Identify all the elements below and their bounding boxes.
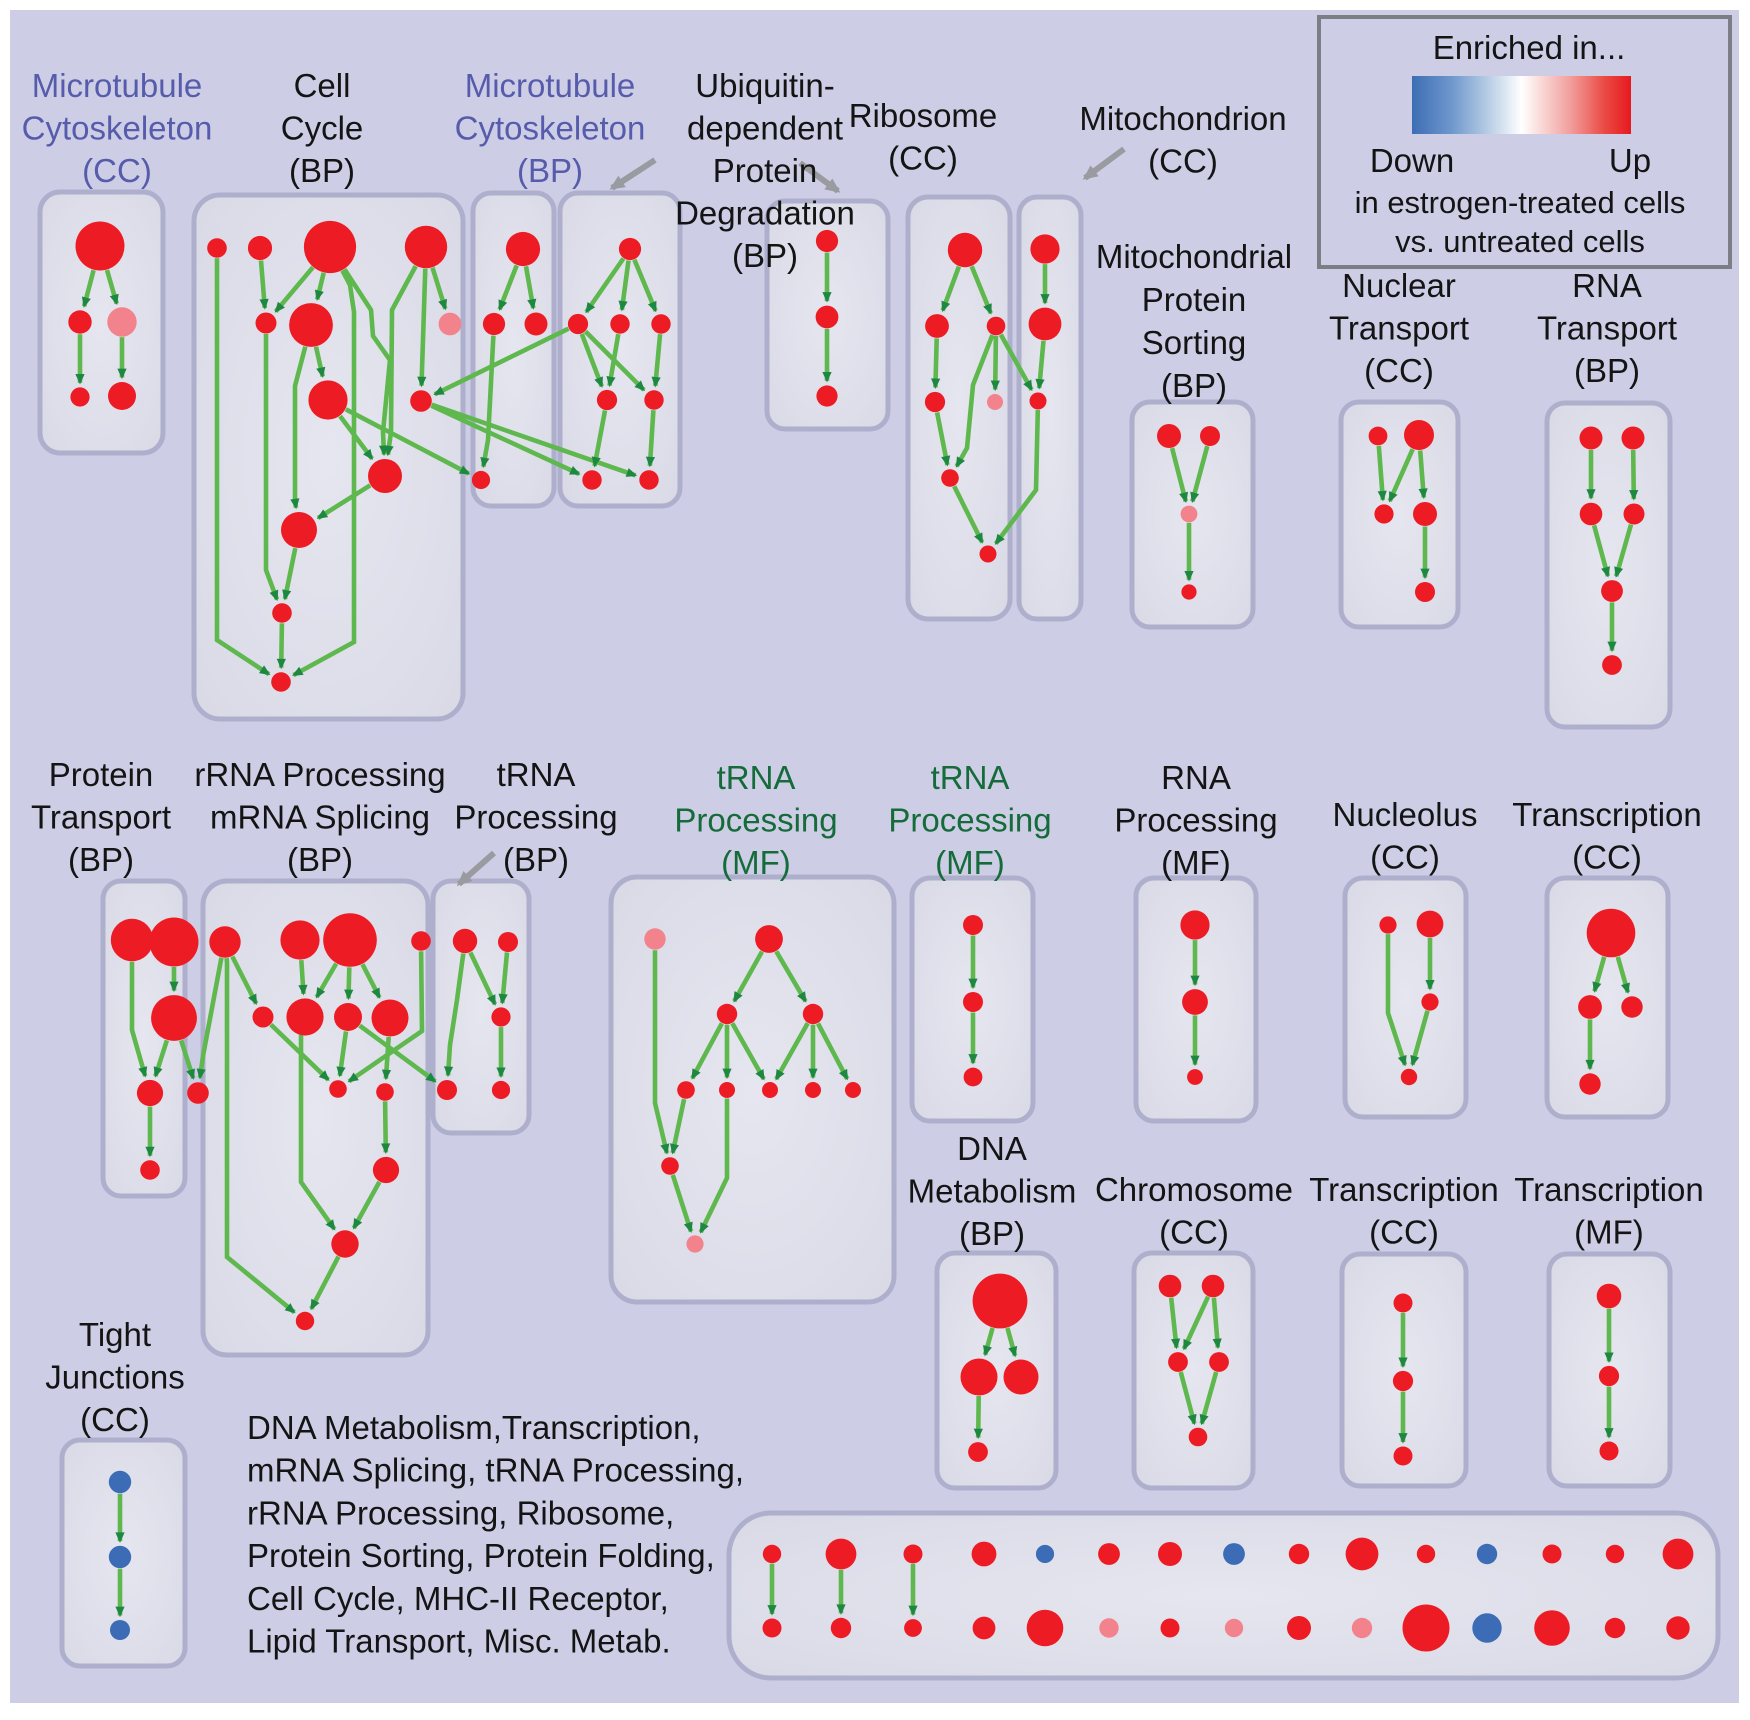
svg-text:Processing: Processing [674, 802, 837, 839]
svg-text:Processing: Processing [1114, 802, 1277, 839]
svg-text:Transport: Transport [1329, 310, 1469, 347]
svg-text:(MF): (MF) [721, 844, 791, 881]
svg-text:mRNA Splicing, tRNA Processing: mRNA Splicing, tRNA Processing, [247, 1452, 744, 1489]
svg-text:Transport: Transport [31, 799, 171, 836]
svg-text:tRNA: tRNA [931, 759, 1010, 796]
svg-text:Ubiquitin-: Ubiquitin- [695, 67, 834, 104]
svg-text:Junctions: Junctions [45, 1359, 184, 1396]
svg-text:Transcription: Transcription [1309, 1171, 1499, 1208]
svg-text:Nucleolus: Nucleolus [1333, 796, 1478, 833]
svg-text:Nuclear: Nuclear [1342, 267, 1456, 304]
svg-text:Enriched in...: Enriched in... [1433, 29, 1626, 66]
svg-text:rRNA Processing, Ribosome,: rRNA Processing, Ribosome, [247, 1494, 674, 1531]
svg-text:(BP): (BP) [1574, 352, 1640, 389]
svg-text:(BP): (BP) [68, 841, 134, 878]
svg-text:(MF): (MF) [935, 844, 1005, 881]
svg-text:DNA Metabolism,Transcription,: DNA Metabolism,Transcription, [247, 1409, 701, 1446]
svg-text:(BP): (BP) [517, 152, 583, 189]
svg-text:mRNA Splicing: mRNA Splicing [210, 799, 430, 836]
svg-text:Protein: Protein [713, 152, 818, 189]
svg-text:Protein: Protein [49, 756, 154, 793]
svg-text:Transcription: Transcription [1514, 1171, 1704, 1208]
svg-text:(CC): (CC) [1148, 143, 1218, 180]
svg-text:Processing: Processing [454, 799, 617, 836]
svg-text:(BP): (BP) [1161, 367, 1227, 404]
svg-text:Tight: Tight [79, 1316, 151, 1353]
svg-text:(CC): (CC) [1369, 1214, 1439, 1251]
svg-text:(BP): (BP) [289, 152, 355, 189]
svg-text:(BP): (BP) [287, 841, 353, 878]
svg-text:tRNA: tRNA [497, 756, 576, 793]
svg-text:Protein: Protein [1142, 281, 1247, 318]
svg-text:(CC): (CC) [1370, 839, 1440, 876]
svg-text:Down: Down [1370, 142, 1454, 179]
svg-text:Transcription: Transcription [1512, 796, 1702, 833]
svg-text:Cycle: Cycle [281, 110, 364, 147]
svg-text:Degradation: Degradation [675, 195, 855, 232]
svg-text:Mitochondrion: Mitochondrion [1079, 100, 1286, 137]
svg-text:(BP): (BP) [959, 1215, 1025, 1252]
svg-text:dependent: dependent [687, 110, 843, 147]
svg-text:Transport: Transport [1537, 310, 1677, 347]
svg-text:(CC): (CC) [1364, 352, 1434, 389]
svg-text:Metabolism: Metabolism [908, 1173, 1077, 1210]
svg-text:(CC): (CC) [1159, 1214, 1229, 1251]
svg-text:tRNA: tRNA [717, 759, 796, 796]
svg-text:(MF): (MF) [1574, 1214, 1644, 1251]
svg-text:Microtubule: Microtubule [465, 67, 636, 104]
svg-text:(BP): (BP) [503, 841, 569, 878]
svg-text:Mitochondrial: Mitochondrial [1096, 238, 1292, 275]
svg-text:(CC): (CC) [888, 140, 958, 177]
svg-text:Ribosome: Ribosome [849, 97, 998, 134]
svg-text:Cell: Cell [294, 67, 351, 104]
svg-text:(CC): (CC) [80, 1401, 150, 1438]
svg-text:Microtubule: Microtubule [32, 67, 203, 104]
svg-text:RNA: RNA [1572, 267, 1642, 304]
svg-text:(CC): (CC) [82, 152, 152, 189]
svg-text:Cell Cycle, MHC-II Receptor,: Cell Cycle, MHC-II Receptor, [247, 1580, 669, 1617]
svg-text:Cytoskeleton: Cytoskeleton [455, 110, 646, 147]
svg-text:Cytoskeleton: Cytoskeleton [22, 110, 213, 147]
svg-text:Chromosome: Chromosome [1095, 1171, 1293, 1208]
svg-text:RNA: RNA [1161, 759, 1231, 796]
svg-text:Protein Sorting, Protein Foldi: Protein Sorting, Protein Folding, [247, 1537, 715, 1574]
svg-text:Lipid Transport, Misc. Metab.: Lipid Transport, Misc. Metab. [247, 1623, 671, 1660]
svg-text:(BP): (BP) [732, 237, 798, 274]
svg-text:rRNA Processing: rRNA Processing [194, 756, 445, 793]
svg-text:(CC): (CC) [1572, 839, 1642, 876]
svg-text:Processing: Processing [888, 802, 1051, 839]
svg-text:in estrogen-treated cells: in estrogen-treated cells [1355, 185, 1686, 220]
svg-text:Sorting: Sorting [1142, 324, 1247, 361]
svg-text:DNA: DNA [957, 1130, 1027, 1167]
svg-text:vs. untreated cells: vs. untreated cells [1395, 224, 1645, 259]
svg-text:Up: Up [1609, 142, 1651, 179]
svg-text:(MF): (MF) [1161, 844, 1231, 881]
